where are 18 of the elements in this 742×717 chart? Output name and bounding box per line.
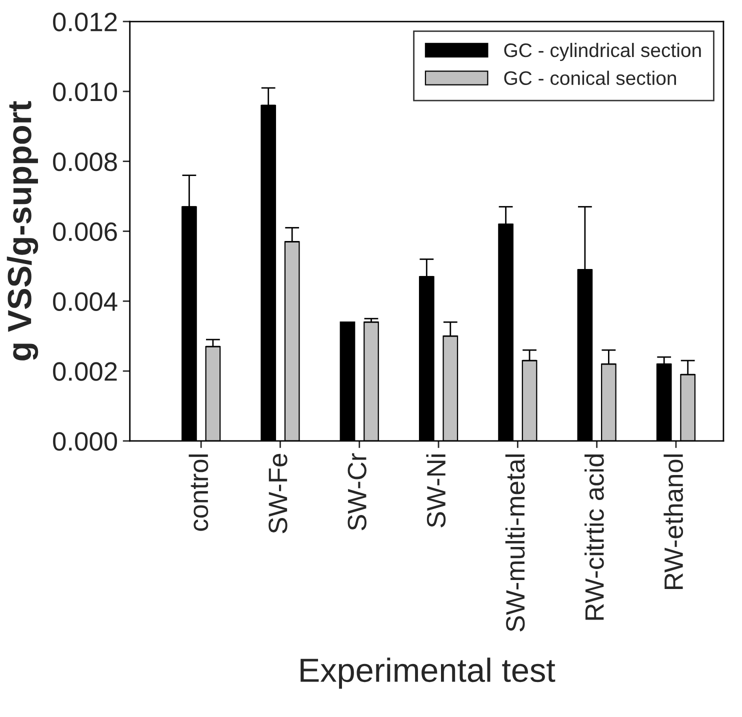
y-tick-label: 0.012 <box>53 12 117 32</box>
y-tick-label: 0.004 <box>53 292 118 311</box>
x-tick-label: SW-multi-metal <box>505 454 525 632</box>
y-tick-label: 0.002 <box>53 362 117 381</box>
legend-label: GC - conical section <box>504 70 676 86</box>
x-tick-label: control <box>188 454 208 531</box>
x-tick-label: SW-Fe <box>268 454 288 534</box>
x-tick-label: SW-Cr <box>348 453 366 530</box>
x-tick-label: RW-citrtic acid <box>584 454 604 620</box>
y-tick-label: 0.010 <box>53 82 118 102</box>
x-axis-title: Experimental test <box>300 658 556 689</box>
y-tick-label: 0.006 <box>53 222 117 242</box>
legend-label: GC - cylindrical section <box>504 42 701 62</box>
y-tick-label: 0.008 <box>53 152 117 172</box>
y-tick-label: 0.000 <box>53 432 118 451</box>
x-tick-label: RW-ethanol <box>664 454 684 589</box>
x-tick-label: SW-Ni <box>426 454 446 528</box>
y-axis-title: g VSS/g-support <box>6 101 38 360</box>
